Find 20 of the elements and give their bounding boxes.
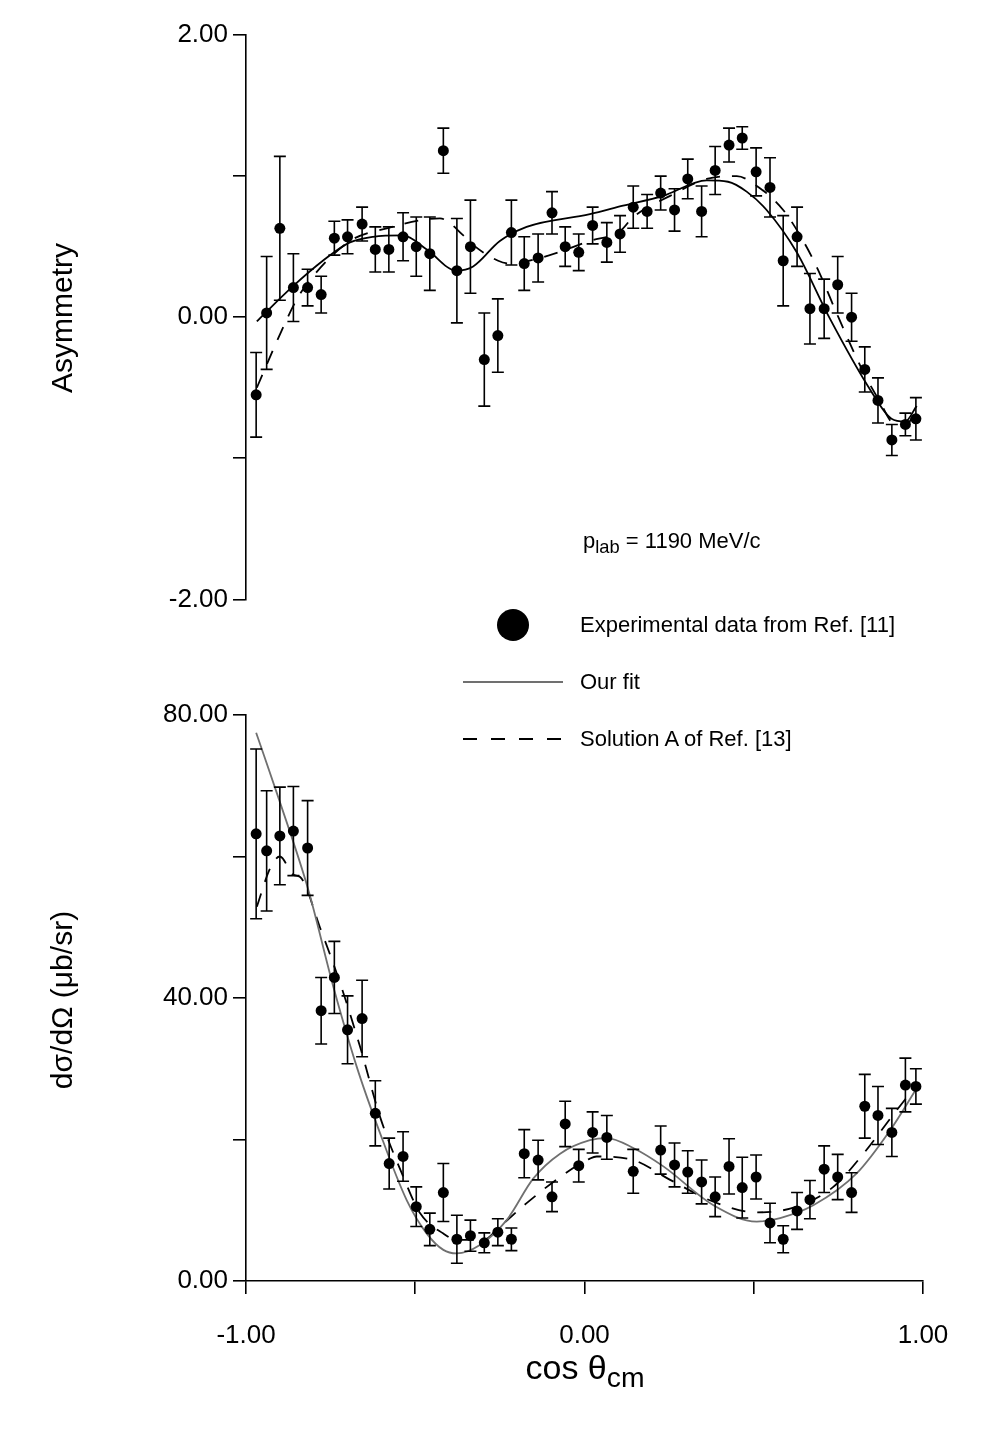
y-tick-label: 2.00: [177, 18, 228, 49]
y-tick-label: 0.00: [177, 300, 228, 331]
y-axis-title: Asymmetry: [45, 243, 79, 393]
point: [302, 282, 314, 294]
legend-label: Our fit: [580, 668, 640, 695]
point: [587, 1126, 599, 1138]
y-tick-label: -2.00: [168, 582, 228, 613]
annotation: p$_{lab}$ = 1190 MeV/c: [583, 528, 761, 559]
y-tick-label: 40.00: [162, 981, 228, 1012]
x-axis-title: cos θ$_{cm}$: [525, 1348, 645, 1394]
x-tick-label: 0.00: [559, 1318, 610, 1349]
x-tick-label: -1.00: [216, 1318, 276, 1349]
point: [846, 1187, 858, 1199]
y-tick-label: 80.00: [162, 698, 228, 729]
y-axis-title: dσ/dΩ (μb/sr): [45, 910, 79, 1090]
y-tick-label: 0.00: [177, 1264, 228, 1295]
legend-label: Solution A of Ref. [13]: [580, 725, 792, 752]
legend-label: Experimental data from Ref. [11]: [580, 611, 896, 638]
x-tick-label: 1.00: [897, 1318, 949, 1349]
point: [587, 219, 599, 231]
